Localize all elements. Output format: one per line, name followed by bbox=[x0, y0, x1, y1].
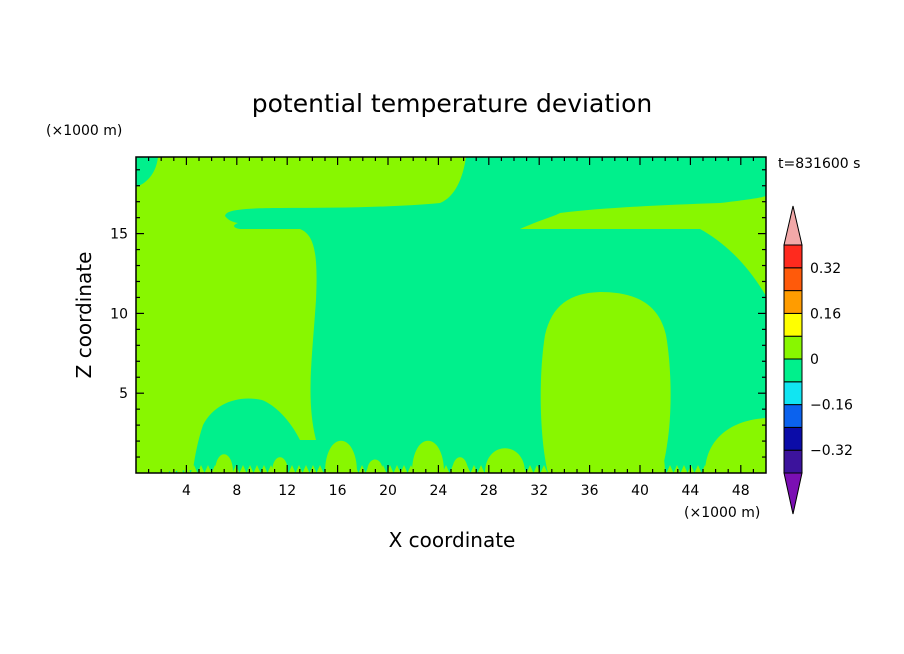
colorbar-label: 0.16 bbox=[810, 306, 841, 322]
colorbar-swatch bbox=[783, 335, 803, 360]
colorbar-label: −0.32 bbox=[810, 443, 853, 459]
positive-region-3 bbox=[540, 292, 671, 473]
near-surface-cell-1 bbox=[325, 440, 357, 473]
colorbar-swatch bbox=[783, 426, 803, 451]
colorbar-label: 0.32 bbox=[810, 261, 841, 277]
near-surface-cell-2 bbox=[412, 440, 444, 473]
x-tick-label: 44 bbox=[681, 483, 699, 499]
y-axis-label: Z coordinate bbox=[72, 252, 96, 379]
positive-region-1 bbox=[136, 157, 466, 473]
positive-region-2 bbox=[520, 196, 766, 296]
chart-title: potential temperature deviation bbox=[252, 89, 652, 118]
y-tick-label: 5 bbox=[119, 386, 128, 402]
colorbar-label: −0.16 bbox=[810, 398, 853, 414]
x-tick-label: 4 bbox=[182, 483, 191, 499]
y-unit-label: (×1000 m) bbox=[46, 123, 122, 139]
colorbar-swatch bbox=[783, 244, 803, 269]
positive-region-4 bbox=[705, 418, 766, 473]
contour-field bbox=[136, 157, 766, 473]
surface-fringe bbox=[136, 465, 766, 473]
x-tick-label: 12 bbox=[278, 483, 296, 499]
colorbar-lower-extension bbox=[783, 472, 803, 515]
x-tick-label: 20 bbox=[379, 483, 397, 499]
x-tick-label: 40 bbox=[631, 483, 649, 499]
near-surface-cell-4 bbox=[556, 448, 580, 473]
y-tick-label: 15 bbox=[110, 227, 128, 243]
x-tick-label: 16 bbox=[329, 483, 347, 499]
colorbar-swatch bbox=[783, 358, 803, 383]
time-label: t=831600 s bbox=[778, 156, 860, 172]
colorbar-swatch bbox=[783, 381, 803, 406]
colorbar-swatch bbox=[783, 290, 803, 314]
colorbar-swatch bbox=[783, 404, 803, 428]
x-unit-label: (×1000 m) bbox=[684, 505, 760, 521]
x-axis-label: X coordinate bbox=[389, 528, 516, 552]
x-tick-label: 32 bbox=[530, 483, 548, 499]
colorbar-swatch bbox=[783, 267, 803, 292]
near-surface-cell-11 bbox=[719, 448, 751, 473]
x-tick-label: 36 bbox=[581, 483, 599, 499]
x-tick-label: 24 bbox=[429, 483, 447, 499]
near-surface-cell-6 bbox=[639, 440, 665, 473]
x-tick-label: 48 bbox=[732, 483, 750, 499]
y-tick-label: 10 bbox=[110, 306, 128, 322]
x-tick-label: 28 bbox=[480, 483, 498, 499]
colorbar-label: 0 bbox=[810, 352, 819, 368]
colorbar-upper-extension bbox=[783, 205, 803, 246]
colorbar: 0.32 0.16 0 −0.16 −0.32 bbox=[783, 205, 853, 515]
colorbar-swatch bbox=[783, 449, 803, 474]
x-tick-label: 8 bbox=[232, 483, 241, 499]
colorbar-swatch bbox=[783, 312, 803, 337]
